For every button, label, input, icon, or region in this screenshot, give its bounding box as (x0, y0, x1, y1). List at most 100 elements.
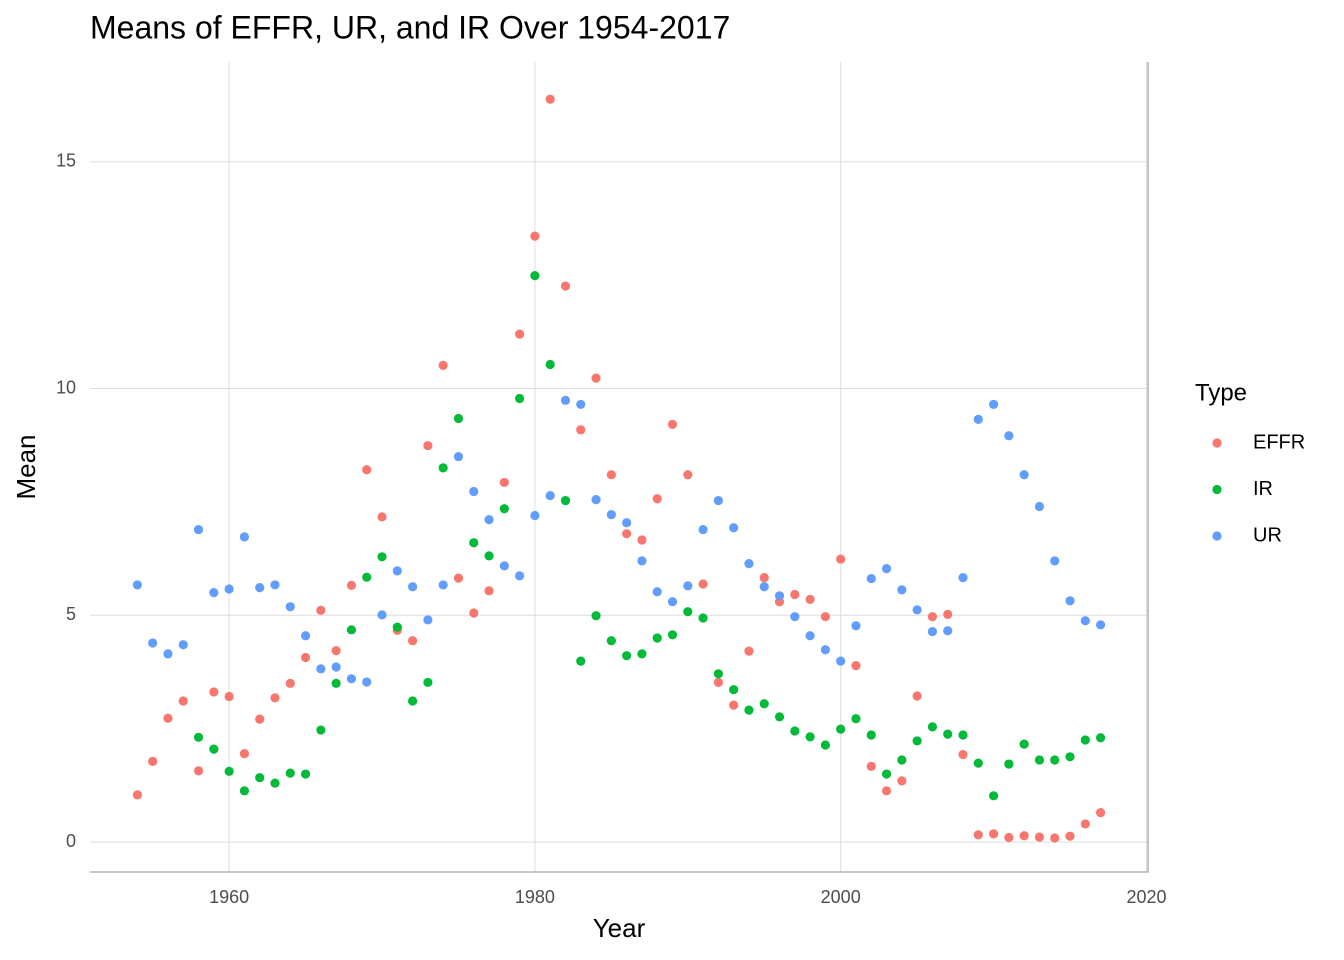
point (866, 573, 876, 584)
point (652, 587, 662, 597)
point (224, 584, 234, 594)
point (591, 373, 601, 383)
point (759, 699, 769, 709)
point (545, 490, 555, 501)
point (163, 713, 173, 723)
point (943, 729, 953, 739)
point (622, 529, 632, 539)
point (927, 612, 938, 622)
point (530, 510, 540, 521)
point (1004, 832, 1014, 843)
point (255, 583, 265, 593)
point (713, 677, 723, 688)
point (255, 773, 265, 783)
point (790, 612, 800, 622)
point (606, 510, 616, 520)
point (897, 776, 907, 786)
x-tick-label: 1980 (515, 887, 555, 907)
point (1096, 620, 1106, 630)
point (637, 535, 647, 545)
point (851, 714, 861, 724)
point (193, 766, 204, 776)
point (132, 580, 142, 590)
point (1080, 616, 1090, 626)
point (423, 677, 433, 688)
point (148, 756, 158, 766)
point (912, 691, 922, 701)
legend-marker (1212, 484, 1222, 495)
point (178, 696, 188, 706)
point (560, 495, 571, 506)
point (239, 749, 250, 759)
point (698, 613, 708, 623)
point (1096, 807, 1106, 818)
point (866, 730, 876, 740)
point (759, 573, 769, 583)
x-axis-label: Year (593, 913, 646, 943)
point (1019, 470, 1029, 480)
point (652, 494, 662, 504)
point (469, 486, 479, 497)
point (683, 581, 693, 591)
x-tick-label: 2020 (1126, 887, 1166, 907)
point (331, 678, 341, 688)
point (836, 554, 846, 564)
point (988, 829, 999, 839)
point (392, 622, 402, 632)
point (423, 441, 433, 451)
point (576, 656, 586, 666)
point (820, 740, 831, 750)
point (1034, 501, 1045, 512)
point (744, 559, 754, 569)
point (637, 556, 647, 566)
y-tick-label: 5 (66, 604, 76, 624)
point (774, 591, 785, 601)
point (1004, 759, 1014, 769)
point (316, 725, 326, 735)
point (851, 621, 861, 631)
point (515, 393, 525, 404)
point (392, 566, 402, 576)
point (606, 636, 616, 646)
point (958, 749, 968, 760)
point (683, 470, 693, 480)
point (1065, 596, 1075, 606)
point (453, 573, 464, 583)
point (637, 649, 647, 659)
point (881, 786, 892, 796)
point (897, 585, 907, 595)
point (148, 638, 158, 648)
point (713, 495, 723, 506)
point (193, 732, 204, 742)
point (1019, 739, 1029, 749)
point (346, 580, 357, 590)
point (239, 532, 250, 542)
point (209, 744, 219, 754)
point (362, 465, 372, 475)
point (1080, 735, 1090, 745)
point (515, 571, 525, 581)
point (1004, 431, 1014, 441)
point (469, 538, 479, 548)
point (698, 524, 708, 535)
point (973, 414, 983, 424)
point (515, 329, 525, 339)
point (591, 495, 601, 505)
point (927, 627, 938, 637)
point (545, 359, 555, 370)
point (851, 661, 861, 671)
chart-title: Means of EFFR, UR, and IR Over 1954-2017 (90, 9, 730, 45)
point (224, 691, 234, 702)
point (193, 524, 204, 535)
point (790, 726, 800, 736)
point (270, 693, 280, 703)
point (1034, 832, 1045, 842)
y-axis-label: Mean (11, 434, 41, 499)
point (881, 563, 892, 574)
x-tick-label: 2000 (821, 887, 861, 907)
point (836, 656, 846, 666)
y-tick-label: 0 (66, 831, 76, 851)
point (346, 674, 357, 684)
point (377, 512, 387, 522)
point (576, 425, 586, 435)
